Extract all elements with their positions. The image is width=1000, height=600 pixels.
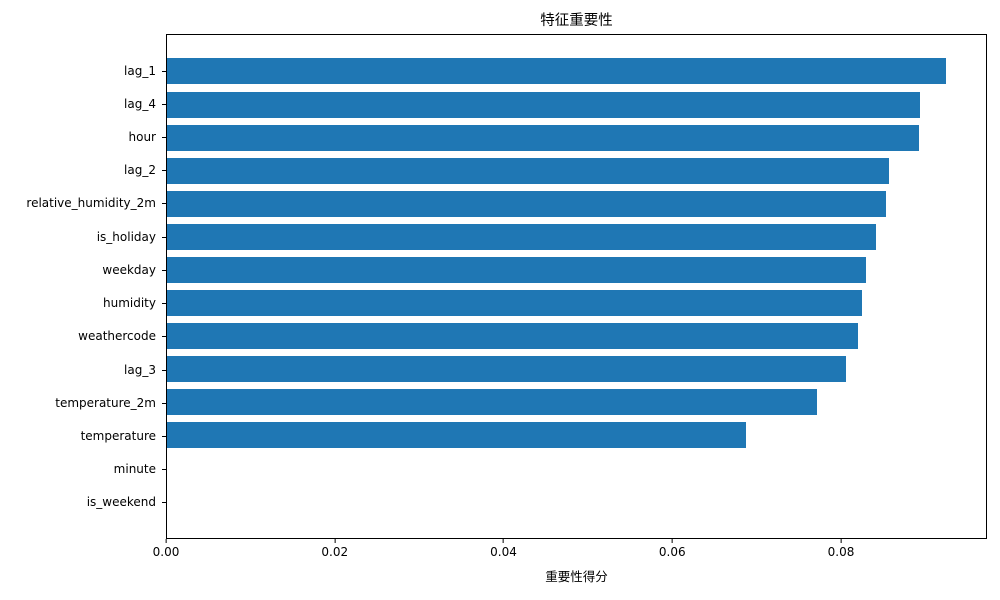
- x-tick: 0.00: [152, 539, 180, 559]
- x-tick: 0.08: [827, 539, 855, 559]
- bar-row: [167, 419, 986, 452]
- y-tick: lag_4: [0, 87, 166, 120]
- y-tick-mark: [162, 137, 166, 139]
- bar: [167, 157, 890, 184]
- x-tick-mark: [165, 539, 167, 543]
- y-tick-mark: [162, 469, 166, 471]
- y-tick-label: temperature_2m: [55, 395, 156, 410]
- y-tick-mark: [162, 103, 166, 105]
- x-tick-label: 0.06: [658, 545, 686, 559]
- bar-row: [167, 253, 986, 286]
- y-tick-label: lag_1: [124, 63, 156, 78]
- y-tick-label: minute: [113, 462, 156, 477]
- y-tick-label: lag_4: [124, 96, 156, 111]
- y-tick: is_holiday: [0, 220, 166, 253]
- y-tick-label: is_holiday: [96, 229, 156, 244]
- bar-row: [167, 452, 986, 485]
- y-tick-mark: [162, 303, 166, 305]
- x-tick: 0.04: [490, 539, 517, 559]
- y-tick-mark: [162, 269, 166, 271]
- y-tick: hour: [0, 120, 166, 153]
- y-tick-mark: [162, 435, 166, 437]
- bar-row: [167, 187, 986, 220]
- x-axis-label: 重要性得分: [545, 569, 608, 584]
- x-axis-ticks: 0.00 0.02 0.04 0.06 0.08: [153, 539, 987, 569]
- bar-row: [167, 121, 986, 154]
- y-tick-label: weekday: [102, 262, 156, 277]
- y-tick-label: lag_3: [124, 362, 156, 377]
- x-tick: 0.02: [321, 539, 348, 559]
- y-tick-label: is_weekend: [86, 495, 156, 510]
- y-tick-mark: [162, 203, 166, 205]
- x-tick-label: 0.04: [490, 545, 517, 559]
- bar-rows: [167, 35, 986, 538]
- bar: [167, 290, 863, 317]
- bar: [167, 91, 920, 118]
- y-tick: temperature_2m: [0, 386, 166, 419]
- y-tick-label: weathercode: [78, 329, 156, 344]
- bar: [167, 190, 886, 217]
- y-tick: weekday: [0, 253, 166, 286]
- y-tick: humidity: [0, 287, 166, 320]
- y-tick-label: relative_humidity_2m: [26, 196, 156, 211]
- x-tick-mark: [503, 539, 504, 543]
- y-tick: relative_humidity_2m: [0, 187, 166, 220]
- bar-row: [167, 88, 986, 121]
- chart-title: 特征重要性: [540, 13, 613, 29]
- bar-row: [167, 154, 986, 187]
- bar: [167, 389, 817, 416]
- bar: [167, 223, 876, 250]
- y-tick-mark: [162, 236, 166, 238]
- x-tick-mark: [840, 539, 842, 543]
- bar: [167, 422, 747, 449]
- bar: [167, 323, 859, 350]
- plot-area: [166, 34, 987, 539]
- y-tick: lag_2: [0, 154, 166, 187]
- bar: [167, 356, 847, 383]
- bar-row: [167, 320, 986, 353]
- y-tick-mark: [162, 402, 166, 404]
- y-tick: lag_1: [0, 54, 166, 87]
- y-tick-label: lag_2: [124, 163, 156, 178]
- bar-row: [167, 386, 986, 419]
- y-tick: lag_3: [0, 353, 166, 386]
- y-tick-mark: [162, 70, 166, 72]
- x-tick-label: 0.02: [321, 545, 349, 559]
- y-tick: temperature: [0, 419, 166, 452]
- x-tick-label: 0.08: [827, 545, 855, 559]
- bar-row: [167, 353, 986, 386]
- bar: [167, 58, 946, 85]
- y-tick-label: temperature: [80, 428, 156, 443]
- bar-row: [167, 485, 986, 518]
- bar-row: [167, 220, 986, 253]
- y-tick-mark: [162, 369, 166, 371]
- x-tick-label: 0.00: [152, 545, 180, 559]
- y-tick-mark: [162, 336, 166, 338]
- bar: [167, 256, 867, 283]
- y-tick-label: humidity: [103, 296, 156, 311]
- x-tick-mark: [671, 539, 673, 543]
- x-tick-mark: [334, 539, 336, 543]
- y-tick-label: hour: [128, 130, 157, 145]
- y-tick-mark: [162, 502, 166, 504]
- y-tick-mark: [162, 170, 166, 172]
- bar: [167, 124, 919, 151]
- bar-row: [167, 287, 986, 320]
- x-tick: 0.06: [659, 539, 686, 559]
- bar-row: [167, 55, 986, 88]
- y-tick: weathercode: [0, 320, 166, 353]
- y-tick: minute: [0, 453, 166, 486]
- y-tick: is_weekend: [0, 486, 166, 519]
